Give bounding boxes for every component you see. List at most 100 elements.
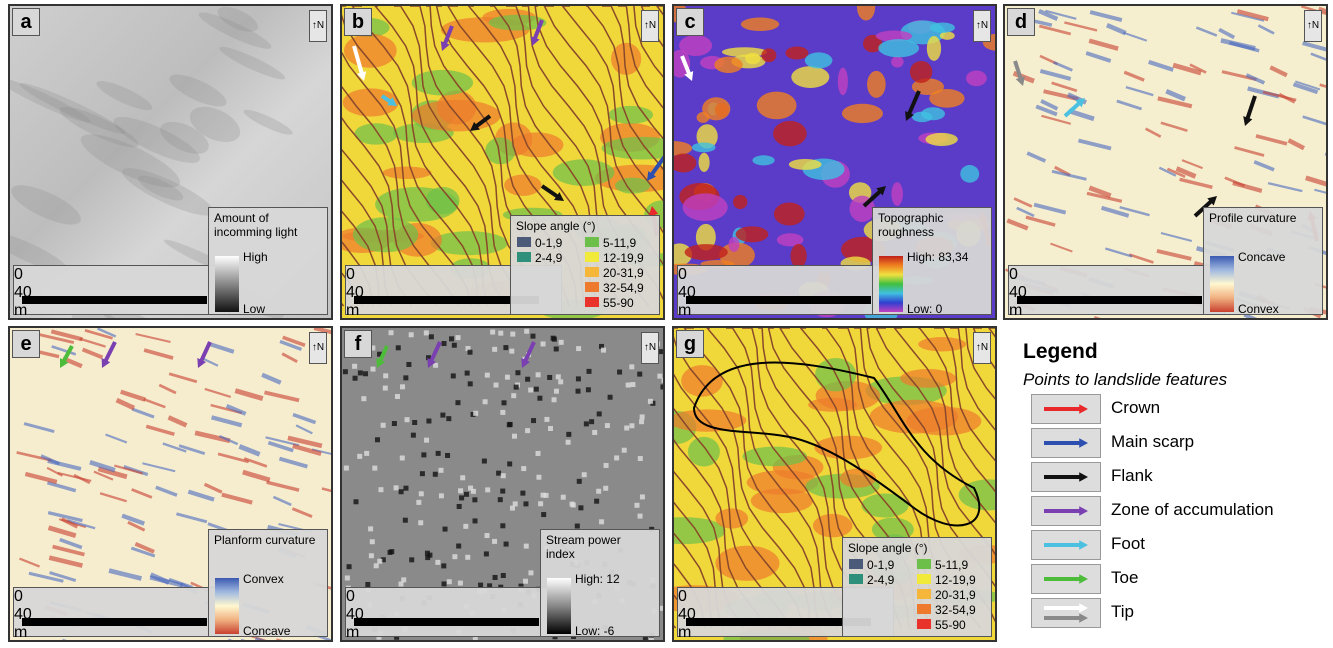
- curvature-streak: [130, 546, 156, 558]
- curvature-streak: [1038, 24, 1072, 36]
- arrow-head: [356, 71, 367, 81]
- roughness-patch: [804, 52, 833, 69]
- hillshade-shadow: [96, 81, 153, 111]
- roughness-patch: [684, 244, 728, 261]
- arrow-head: [684, 71, 694, 81]
- roughness-patch: [891, 182, 903, 206]
- curvature-streak: [1292, 82, 1319, 95]
- curvature-streak: [1172, 62, 1202, 76]
- map-legend: Slope angle (°) 0-1,9 2-4,9 5-11,9 12-19,9 20…: [510, 215, 660, 315]
- north-arrow: ↑N: [1304, 10, 1322, 42]
- slope-swatch: [917, 559, 931, 569]
- spi-cell: [450, 373, 456, 379]
- spi-cell: [423, 330, 429, 336]
- curvature-streak: [292, 412, 317, 425]
- arrow-shaft: [377, 345, 389, 364]
- curvature-streak: [162, 442, 187, 453]
- terrain-patch: [715, 545, 780, 581]
- arrow-shaft: [61, 345, 74, 364]
- spi-cell: [537, 395, 543, 401]
- spi-cell: [523, 501, 529, 507]
- legend-title: Planform curvature: [214, 533, 316, 547]
- curvature-streak: [240, 638, 246, 640]
- spi-cell: [663, 577, 665, 582]
- spi-cell: [472, 636, 478, 640]
- spi-cell: [387, 549, 393, 555]
- curvature-streak: [267, 440, 294, 453]
- slope-class: 0-1,9: [849, 558, 894, 572]
- roughness-patch: [674, 141, 693, 156]
- hillshade-shadow: [10, 77, 91, 123]
- hillshade-shadow: [219, 46, 286, 80]
- slope-label: 55-90: [603, 296, 634, 310]
- spi-cell: [576, 346, 582, 352]
- scale-line: [686, 296, 871, 304]
- roughness-patch: [966, 70, 987, 87]
- spi-cell: [544, 416, 550, 422]
- map-legend: Amount of incomming light High Low: [208, 207, 328, 316]
- curvature-streak: [1038, 9, 1059, 22]
- arrow-shaft: [680, 55, 692, 77]
- spi-cell: [553, 346, 559, 352]
- contour-line: [561, 6, 663, 202]
- curvature-streak: [211, 415, 243, 428]
- curvature-streak: [1245, 73, 1266, 85]
- terrain-patch: [871, 517, 914, 542]
- curvature-streak: [19, 557, 40, 568]
- scale-start: 0: [346, 588, 355, 605]
- spi-cell: [364, 450, 370, 456]
- terrain-patch: [430, 231, 508, 256]
- curvature-streak: [1294, 80, 1321, 91]
- arrow-head: [554, 192, 564, 201]
- legend-title: Profile curvature: [1209, 211, 1297, 225]
- colorbar: [879, 256, 903, 312]
- arrow-head: [440, 41, 450, 51]
- hillshade-shadow: [169, 74, 227, 107]
- terrain-patch: [354, 123, 398, 145]
- spi-cell: [400, 384, 406, 390]
- spi-cell: [524, 328, 530, 334]
- slope-class: 12-19,9: [585, 251, 644, 265]
- roughness-patch: [875, 30, 913, 42]
- spi-cell: [598, 343, 604, 349]
- spi-cell: [342, 369, 348, 375]
- spi-cell: [409, 557, 415, 563]
- curvature-streak: [59, 537, 83, 550]
- slope-class: 12-19,9: [917, 573, 976, 587]
- contour-line: [342, 179, 392, 307]
- colorbar: [215, 256, 239, 312]
- spi-cell: [418, 491, 424, 497]
- contour-line: [674, 407, 792, 629]
- curvature-streak: [62, 638, 67, 640]
- spi-cell: [428, 334, 434, 340]
- spi-cell: [624, 425, 630, 431]
- curvature-streak: [28, 571, 64, 583]
- curvature-streak: [1175, 166, 1197, 179]
- slope-swatch: [917, 589, 931, 599]
- scale-unit: m: [346, 624, 360, 641]
- spi-cell: [637, 371, 643, 377]
- spi-cell: [518, 583, 524, 589]
- slope-class: 5-11,9: [585, 236, 636, 250]
- spi-cell: [481, 458, 487, 464]
- curvature-streak: [1094, 316, 1101, 318]
- contour-line: [706, 328, 839, 629]
- slope-label: 32-54,9: [603, 281, 644, 295]
- hillshade-shadow: [71, 306, 126, 318]
- curvature-streak: [1123, 31, 1148, 42]
- spi-cell: [343, 465, 349, 471]
- contour-line: [726, 328, 864, 629]
- curvature-streak: [167, 415, 188, 428]
- spi-cell: [363, 640, 368, 642]
- legend-arrow-box: [1031, 530, 1101, 560]
- spi-cell: [553, 388, 559, 394]
- scale-start: 0: [346, 266, 355, 283]
- spi-cell: [596, 411, 602, 417]
- roughness-patch: [837, 67, 848, 96]
- spi-cell: [492, 346, 498, 352]
- curvature-streak: [234, 388, 264, 402]
- colorbar-wrap: Convex Concave: [209, 572, 327, 638]
- roughness-patch: [735, 226, 769, 243]
- spi-cell: [570, 502, 576, 508]
- spi-cell: [376, 634, 382, 640]
